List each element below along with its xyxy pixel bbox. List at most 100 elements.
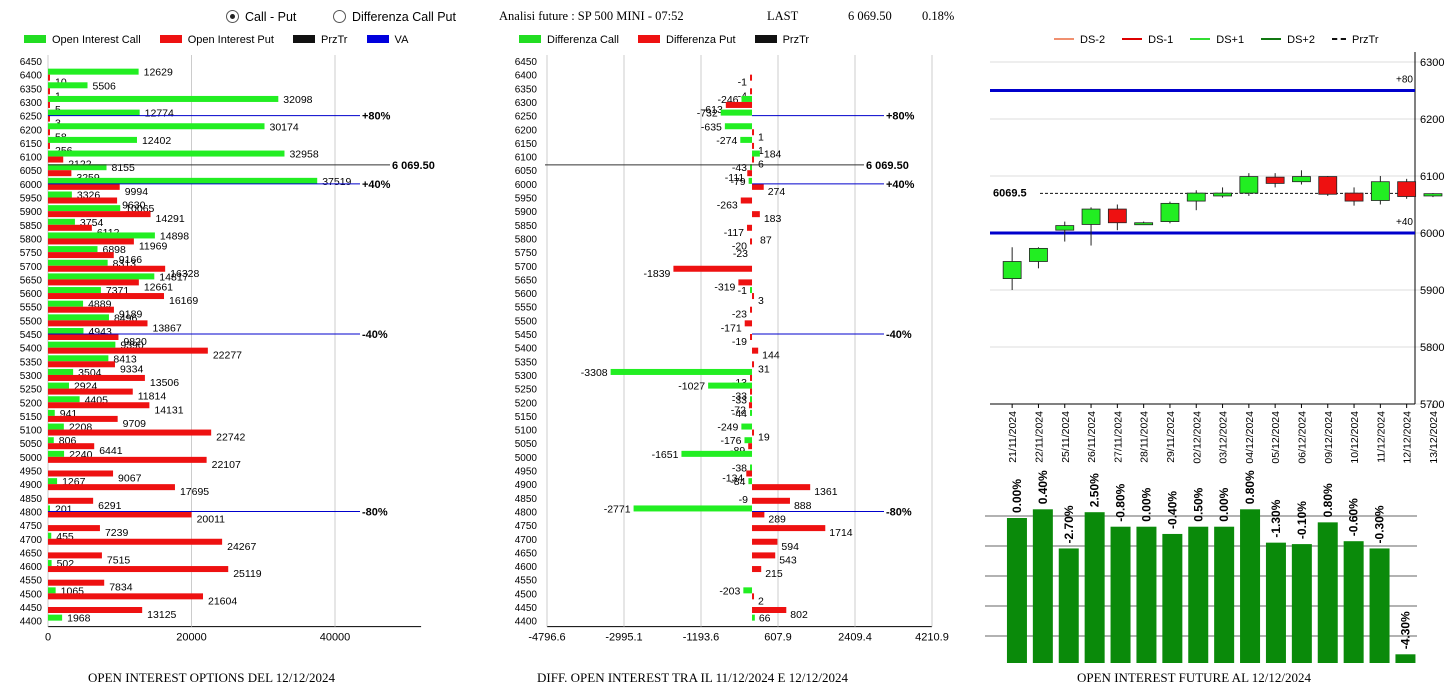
diff-put-bar-label: 274	[768, 186, 786, 198]
page-title: Analisi future : SP 500 MINI - 07:52	[499, 9, 684, 23]
call-bar	[48, 505, 50, 512]
future-oi-label: -0.30%	[1373, 505, 1387, 543]
va-level-label: +80	[1396, 75, 1413, 86]
diff-put-bar	[747, 224, 753, 231]
put-bar	[48, 402, 150, 409]
put-bar	[48, 74, 50, 81]
strike-label: 4750	[20, 521, 43, 532]
diff-put-bar	[752, 156, 755, 163]
call-value-label: 32958	[289, 149, 318, 161]
strike-label: 6400	[20, 71, 43, 82]
put-value-label: 9630	[122, 200, 146, 212]
diff-put-bar-label: 215	[765, 568, 783, 580]
diff-call-bar	[720, 109, 753, 116]
strike-label: 6100	[515, 153, 538, 164]
call-value-label: 12629	[144, 67, 173, 79]
call-value-label: 30174	[269, 121, 298, 133]
call-bar	[48, 259, 108, 266]
diff-put-bar	[748, 402, 753, 409]
legend-item: VA	[366, 34, 408, 46]
strike-label: 5450	[20, 330, 43, 341]
x-tick-label: 13/12/2024	[1428, 411, 1440, 464]
candle-body	[1265, 176, 1285, 184]
strike-label: 4850	[515, 494, 538, 505]
call-bar	[48, 532, 52, 539]
x-tick-label: 2409.4	[838, 632, 872, 644]
future-oi-bar	[1084, 512, 1105, 663]
call-bar	[48, 205, 121, 212]
legend-item: PrzTr	[754, 34, 809, 46]
put-bar	[48, 456, 207, 463]
call-value-label: 14817	[159, 271, 188, 283]
level-label: -80%	[362, 506, 388, 518]
diff-put-bar	[750, 374, 753, 381]
call-bar	[48, 450, 65, 457]
call-value-label: 5506	[93, 80, 117, 92]
diff-put-bar	[752, 566, 762, 573]
future-oi-bar	[1317, 522, 1338, 663]
diff-put-bar-label: -1839	[644, 268, 671, 280]
x-tick-label: -1193.6	[683, 632, 720, 644]
diff-put-bar	[752, 347, 759, 354]
radio-call-put-label: Call - Put	[245, 10, 297, 24]
put-value-label: 22742	[216, 432, 245, 444]
put-bar	[48, 566, 229, 573]
diff-put-bar-label: 31	[758, 363, 770, 375]
candlestick-chart: 6300 6200 6100 6000 5900 5800 5700 +80 +40 6069.5…	[990, 52, 1444, 464]
diff-put-bar	[752, 511, 765, 518]
call-value-label: 8413	[113, 353, 137, 365]
strike-label: 4550	[515, 576, 538, 587]
diff-call-bar	[741, 95, 753, 102]
future-oi-bar	[1110, 526, 1131, 663]
candle-body	[1002, 261, 1022, 280]
diff-call-bar	[708, 382, 753, 389]
radio-differenza-label: Differenza Call Put	[352, 10, 456, 24]
future-oi-label: -1.30%	[1269, 499, 1283, 537]
strike-label: 6150	[515, 139, 538, 150]
put-value-label: 7515	[107, 554, 131, 566]
radio-call-put[interactable]: Call - Put	[226, 10, 296, 24]
candle-body	[1134, 222, 1154, 226]
strike-label: 4500	[20, 589, 43, 600]
future-oi-label: -0.10%	[1295, 501, 1309, 539]
radio-selected-icon	[226, 10, 239, 23]
put-value-label: 22277	[213, 350, 242, 362]
x-tick-label: 12/12/2024	[1402, 411, 1414, 464]
radio-differenza[interactable]: Differenza Call Put	[333, 10, 456, 24]
x-tick-label: 4210.9	[915, 632, 949, 644]
future-oi-bar	[1214, 526, 1235, 663]
candle-body	[1397, 181, 1417, 197]
x-tick-label: 09/12/2024	[1323, 411, 1335, 464]
diff-put-bar	[752, 525, 826, 532]
legend-item: Differenza Call	[519, 34, 619, 46]
call-bar	[48, 109, 140, 116]
strike-label: 4950	[20, 467, 43, 478]
diff-put-bar-label: 289	[768, 513, 786, 525]
put-bar	[48, 470, 114, 477]
put-value-label: 16169	[169, 295, 198, 307]
candle-body	[1239, 176, 1259, 194]
diff-call-bar-label: -274	[716, 135, 737, 147]
put-bar	[48, 115, 50, 122]
future-oi-bar	[1265, 542, 1286, 663]
diff-call-bar	[752, 150, 760, 157]
diff-extra-label: -9	[739, 494, 748, 506]
candle-body	[1160, 202, 1180, 223]
strike-label: 4850	[20, 494, 43, 505]
diff-put-bar	[740, 197, 753, 204]
put-bar	[48, 197, 118, 204]
call-bar	[48, 164, 107, 171]
diff-call-bar	[740, 136, 753, 143]
level-label: +80%	[362, 111, 391, 123]
diff-put-bar-label: 1714	[829, 527, 853, 539]
put-bar	[48, 156, 64, 163]
level-label: +80%	[886, 111, 915, 123]
call-bar	[48, 95, 279, 102]
strike-label: 6350	[20, 84, 43, 95]
call-bar	[48, 177, 318, 184]
diff-put-bar-label: -111	[725, 172, 745, 184]
call-value-label: 1968	[67, 613, 91, 625]
put-value-label: 17695	[180, 486, 209, 498]
x-tick-label: 27/11/2024	[1112, 411, 1124, 463]
future-oi-bar	[1136, 526, 1157, 663]
